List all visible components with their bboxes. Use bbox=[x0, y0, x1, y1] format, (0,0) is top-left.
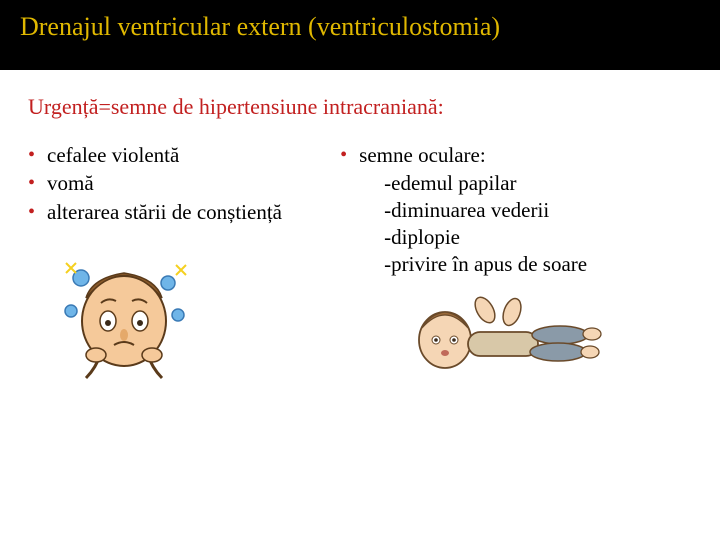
list-item: • cefalee violentă bbox=[28, 142, 320, 168]
lying-child-cartoon bbox=[400, 290, 692, 400]
list-item: • vomă bbox=[28, 170, 320, 196]
two-column-layout: • cefalee violentă • vomă • alterarea st… bbox=[28, 142, 692, 403]
sub-item: -diminuarea vederii bbox=[384, 197, 692, 224]
content-area: Urgență=semne de hipertensiune intracran… bbox=[0, 70, 720, 403]
list-item: • semne oculare: bbox=[340, 142, 692, 168]
bullet-icon: • bbox=[28, 199, 35, 225]
left-bullet-list: • cefalee violentă • vomă • alterarea st… bbox=[28, 142, 320, 225]
right-bullet-list: • semne oculare: bbox=[340, 142, 692, 168]
left-column: • cefalee violentă • vomă • alterarea st… bbox=[28, 142, 320, 403]
bullet-icon: • bbox=[28, 170, 35, 196]
title-bar: Drenajul ventricular extern (ventriculos… bbox=[0, 0, 720, 70]
right-column: • semne oculare: -edemul papilar -diminu… bbox=[340, 142, 692, 403]
slide-title: Drenajul ventricular extern (ventriculos… bbox=[20, 12, 700, 42]
bullet-icon: • bbox=[340, 142, 347, 168]
bullet-icon: • bbox=[28, 142, 35, 168]
headache-cartoon bbox=[46, 243, 320, 403]
bullet-text: cefalee violentă bbox=[47, 142, 179, 168]
list-item: • alterarea stării de conștiență bbox=[28, 199, 320, 225]
subtitle: Urgență=semne de hipertensiune intracran… bbox=[28, 94, 692, 120]
sub-item: -diplopie bbox=[384, 224, 692, 251]
right-sublist: -edemul papilar -diminuarea vederii -dip… bbox=[384, 170, 692, 278]
sub-item: -edemul papilar bbox=[384, 170, 692, 197]
bullet-text: semne oculare: bbox=[359, 142, 486, 168]
bullet-text: alterarea stării de conștiență bbox=[47, 199, 282, 225]
sub-item: -privire în apus de soare bbox=[384, 251, 692, 278]
bullet-text: vomă bbox=[47, 170, 94, 196]
